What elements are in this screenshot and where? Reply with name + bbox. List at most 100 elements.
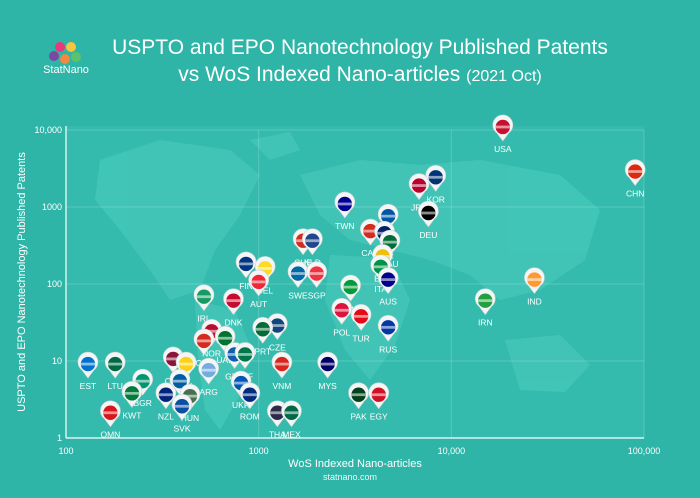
- point-label: BEL: [257, 285, 273, 295]
- point-label: EGY: [370, 412, 388, 422]
- flag-stripe: [274, 362, 290, 366]
- data-point-mex: MEX: [281, 400, 302, 440]
- logo-dot-yellow: [66, 42, 76, 52]
- point-label: PRT: [254, 346, 271, 356]
- flag-stripe: [527, 278, 542, 282]
- flag-stripe: [135, 379, 150, 383]
- data-point-mys: MYS: [317, 351, 338, 391]
- point-label: TWN: [335, 221, 354, 231]
- flag-stripe: [80, 362, 96, 366]
- flag-stripe: [320, 362, 335, 366]
- point-label: PAK: [350, 412, 367, 422]
- point-label: HUN: [181, 413, 199, 423]
- statnano-logo: [49, 42, 81, 64]
- flag-stripe: [353, 314, 369, 318]
- flag-stripe: [201, 368, 216, 372]
- chart-title: USPTO and EPO Nanotechnology Published P…: [100, 34, 620, 90]
- flag-stripe: [380, 278, 396, 282]
- flag-stripe: [242, 393, 258, 397]
- flag-stripe: [174, 404, 190, 408]
- point-label: POL: [333, 327, 350, 337]
- flag-stripe: [251, 280, 266, 284]
- data-point-tur: TUR: [350, 304, 372, 343]
- flag-stripe: [238, 262, 254, 266]
- flag-stripe: [380, 214, 396, 218]
- point-label: NZL: [158, 412, 174, 422]
- flag-stripe: [305, 239, 320, 243]
- data-point-aus: AUS: [377, 267, 399, 307]
- data-point-swe: SWE: [287, 261, 309, 301]
- brand-name: StatNano: [43, 64, 89, 76]
- data-point-pak: PAK: [348, 382, 369, 422]
- flag-stripe: [165, 357, 181, 361]
- title-line-2: vs WoS Indexed Nano-articles (2021 Oct): [100, 61, 620, 90]
- point-label: NOR: [202, 348, 221, 358]
- x-tick-label: 100,000: [628, 446, 661, 456]
- logo-dot-pink: [55, 42, 65, 52]
- data-point-pol: POL: [331, 298, 352, 337]
- flag-stripe: [196, 339, 212, 343]
- flag-stripe: [373, 265, 388, 269]
- flag-stripe: [237, 353, 253, 356]
- y-tick-label: 10: [52, 356, 62, 366]
- data-point-cze: CZE: [267, 313, 288, 353]
- data-point-usa: USA: [492, 114, 514, 154]
- point-label: ITA: [374, 284, 387, 294]
- point-label: EST: [80, 381, 97, 391]
- flag-stripe: [363, 229, 378, 233]
- point-label: AUS: [379, 297, 397, 307]
- y-tick-label: 1000: [42, 202, 62, 212]
- flag-stripe: [309, 272, 324, 275]
- flag-stripe: [255, 327, 270, 331]
- flag-stripe: [217, 336, 233, 340]
- point-label: CHN: [626, 189, 644, 199]
- data-point-ukr: UKR: [230, 370, 252, 410]
- point-label: IRL: [197, 314, 211, 324]
- flag-stripe: [178, 362, 194, 366]
- point-label: TUR: [352, 333, 369, 343]
- flag-stripe: [233, 381, 249, 385]
- flag-stripe: [343, 285, 358, 289]
- data-point-uae: UAE: [214, 326, 236, 365]
- point-label: KOR: [427, 194, 445, 204]
- flag-stripe: [107, 362, 123, 366]
- data-point-chl: CHL: [193, 328, 215, 368]
- data-point-irl: IRL: [193, 284, 215, 324]
- data-point-can: CAN: [360, 218, 381, 258]
- data-points: USACHNKORJPNDEUFRATWNCANGBRSAUESPITAAUSB…: [77, 114, 646, 440]
- flag-stripe: [204, 329, 219, 333]
- y-tick-label: 10,000: [34, 125, 62, 135]
- data-point-chn: CHN: [624, 159, 646, 199]
- logo-dot-purple: [49, 51, 59, 61]
- data-point-ltu: LTU: [104, 351, 126, 391]
- point-label: LTU: [107, 381, 122, 391]
- point-label: FIN: [239, 281, 253, 291]
- point-label: THA: [269, 430, 286, 440]
- flag-stripe: [284, 411, 299, 415]
- data-point-prt: PRT: [252, 317, 273, 356]
- data-point-twn: TWN: [334, 191, 356, 231]
- data-point-kor: KOR: [425, 165, 446, 204]
- flag-stripe: [270, 411, 285, 415]
- flag-stripe: [227, 353, 242, 356]
- data-point-svk: SVK: [171, 394, 193, 433]
- flag-stripe: [290, 272, 306, 275]
- data-point-egy: EGY: [368, 382, 389, 422]
- tick-labels: 100 1000 10,000 100,000 1 10 100 1000 10,000: [34, 125, 660, 456]
- y-tick-label: 100: [47, 279, 62, 289]
- point-label: ARG: [199, 387, 217, 397]
- logo-dot-green: [71, 52, 81, 62]
- flag-stripe: [196, 295, 212, 299]
- point-label: UKR: [232, 400, 250, 410]
- point-label: BGR: [133, 398, 151, 408]
- flag-stripe: [124, 391, 140, 395]
- y-tick-label: 1: [57, 433, 62, 443]
- x-tick-label: 100: [58, 446, 73, 456]
- title-line-2-text: vs WoS Indexed Nano-articles: [178, 63, 461, 86]
- point-label: MYS: [318, 381, 337, 391]
- flag-stripe: [380, 325, 396, 329]
- flag-stripe: [337, 202, 353, 206]
- data-point-aut: AUT: [248, 269, 269, 309]
- point-label: VNM: [272, 381, 291, 391]
- data-point-arg: ARG: [198, 357, 219, 397]
